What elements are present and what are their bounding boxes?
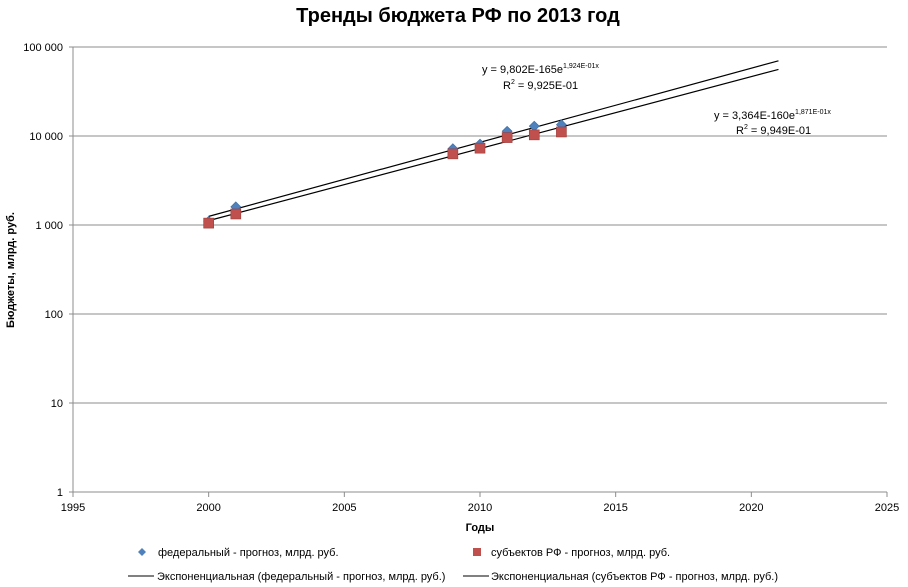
point-regions (528, 129, 540, 141)
trendline-1-r2: R2 = 9,925E-01 (503, 79, 578, 92)
legend-label-trend-regions: Экспоненциальная (субъектов РФ - прогноз… (491, 571, 778, 583)
legend-label-federal: федеральный - прогноз, млрд. руб. (158, 547, 339, 559)
legend-item-trend-regions[interactable]: Экспоненциальная (субъектов РФ - прогноз… (463, 571, 778, 583)
point-regions (230, 208, 242, 220)
trendline-2-equation: y = 3,364E-160e1,871E-01x (714, 109, 831, 122)
trendlines (208, 60, 779, 222)
axes (69, 46, 888, 497)
trendline-2 (208, 68, 779, 222)
legend-item-federal[interactable]: федеральный - прогноз, млрд. руб. (138, 547, 339, 559)
x-tick-label: 2005 (332, 502, 356, 514)
legend-item-trend-federal[interactable]: Экспоненциальная (федеральный - прогноз,… (128, 571, 445, 583)
y-axis-label: Бюджеты, млрд. руб. (5, 212, 17, 328)
legend-label-regions: субъектов РФ - прогноз, млрд. руб. (491, 547, 670, 559)
point-regions (447, 148, 459, 160)
legend-diamond-marker (138, 548, 146, 556)
y-tick-label: 10 (51, 398, 63, 410)
y-tick-label: 100 000 (23, 42, 63, 54)
trendline-1 (208, 60, 779, 217)
x-tick-label: 2015 (603, 502, 627, 514)
x-tick-label: 2020 (739, 502, 763, 514)
x-tick-label: 1995 (61, 502, 85, 514)
chart-title: Тренды бюджета РФ по 2013 год (296, 5, 620, 27)
legend-item-regions[interactable]: субъектов РФ - прогноз, млрд. руб. (473, 547, 670, 559)
point-regions (474, 142, 486, 154)
legend: федеральный - прогноз, млрд. руб. субъек… (128, 547, 778, 583)
x-tick-label: 2010 (468, 502, 492, 514)
trendline-2-r2: R2 = 9,949E-01 (736, 124, 811, 137)
y-tick-label: 100 (45, 309, 63, 321)
y-tick-label: 1 (57, 487, 63, 499)
data-points (203, 119, 567, 229)
x-axis-label: Годы (466, 522, 495, 534)
legend-label-trend-federal: Экспоненциальная (федеральный - прогноз,… (157, 571, 445, 583)
y-tick-labels: 1 10 100 1 000 10 000 100 000 (23, 42, 63, 499)
x-tick-label: 2025 (875, 502, 899, 514)
trendline-1-equation: y = 9,802E-165e1,924E-01x (482, 63, 599, 76)
point-regions (556, 126, 567, 138)
y-tick-label: 10 000 (29, 131, 63, 143)
x-tick-labels: 1995 2000 2005 2010 2015 2020 2025 (61, 502, 899, 514)
grid-lines (73, 46, 887, 404)
point-regions (203, 217, 214, 229)
x-tick-label: 2000 (196, 502, 220, 514)
y-tick-label: 1 000 (35, 220, 63, 232)
legend-square-marker (473, 548, 481, 556)
point-regions (501, 132, 513, 143)
